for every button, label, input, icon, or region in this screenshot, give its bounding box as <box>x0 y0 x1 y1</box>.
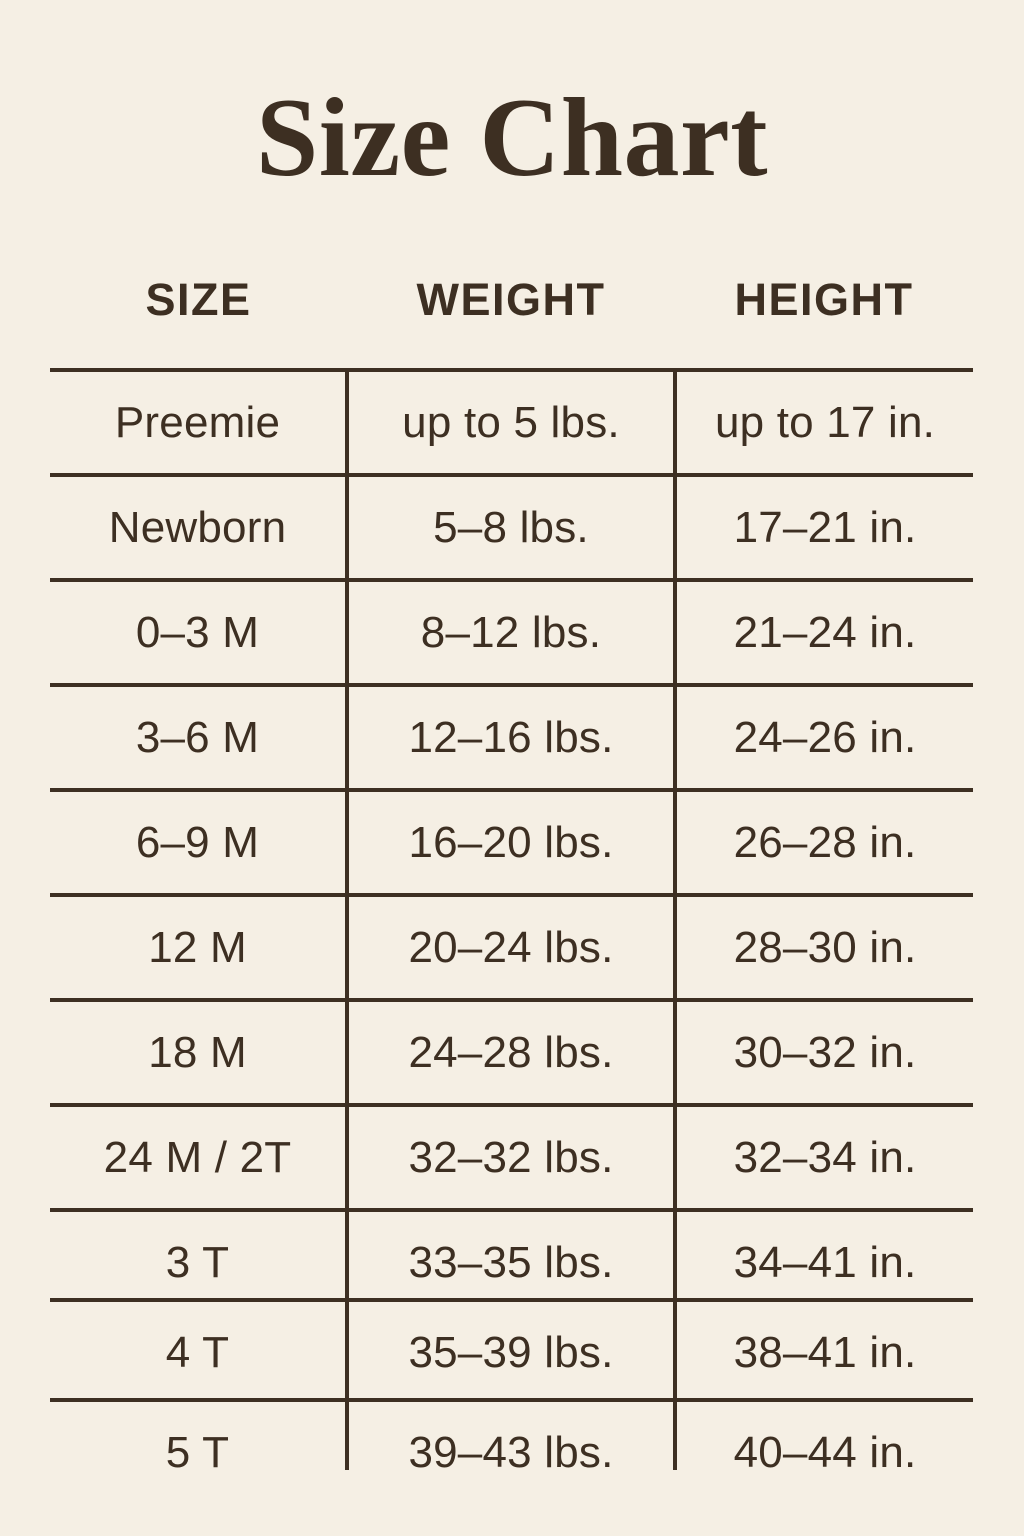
column-divider-2 <box>673 368 677 1470</box>
header-rule <box>50 368 973 372</box>
cell-weight: 32–32 lbs. <box>408 1133 614 1182</box>
cell-size: 3 T <box>165 1238 230 1287</box>
row-divider <box>50 788 973 792</box>
cell-height: 24–26 in. <box>733 713 917 762</box>
table-row: 3–6 M 12–16 lbs. 24–26 in. <box>50 687 973 788</box>
table-row: 18 M 24–28 lbs. 30–32 in. <box>50 1002 973 1103</box>
size-chart-table: SIZE WEIGHT HEIGHT Preemie up to 5 lbs. … <box>50 250 973 1490</box>
cell-size: 0–3 M <box>135 608 260 657</box>
cell-size: 18 M <box>148 1028 247 1077</box>
row-divider <box>50 998 973 1002</box>
row-divider <box>50 683 973 687</box>
table-row: 0–3 M 8–12 lbs. 21–24 in. <box>50 582 973 683</box>
cell-height: 32–34 in. <box>733 1133 917 1182</box>
cell-size: Preemie <box>114 398 281 447</box>
column-header-height: HEIGHT <box>734 274 914 325</box>
cell-height: 34–41 in. <box>733 1238 917 1287</box>
cell-weight: up to 5 lbs. <box>402 398 620 447</box>
table-header-row: SIZE WEIGHT HEIGHT <box>50 250 973 368</box>
cell-height: 38–41 in. <box>733 1328 917 1377</box>
cell-height: 28–30 in. <box>733 923 917 972</box>
cell-height: 17–21 in. <box>733 503 917 552</box>
cell-size: Newborn <box>108 503 287 552</box>
cell-height: 30–32 in. <box>733 1028 917 1077</box>
row-divider <box>50 473 973 477</box>
cell-size: 5 T <box>165 1428 230 1477</box>
cell-height: 26–28 in. <box>733 818 917 867</box>
cell-size: 4 T <box>165 1328 230 1377</box>
table-row: 24 M / 2T 32–32 lbs. 32–34 in. <box>50 1107 973 1208</box>
column-header-size: SIZE <box>145 274 252 325</box>
cell-height: 21–24 in. <box>733 608 917 657</box>
row-divider <box>50 1208 973 1212</box>
row-divider <box>50 1103 973 1107</box>
table-row: 6–9 M 16–20 lbs. 26–28 in. <box>50 792 973 893</box>
cell-weight: 16–20 lbs. <box>408 818 614 867</box>
table-row: 4 T 35–39 lbs. 38–41 in. <box>50 1302 973 1403</box>
table-row: 3 T 33–35 lbs. 34–41 in. <box>50 1212 973 1313</box>
column-divider-1 <box>345 368 349 1470</box>
cell-height: up to 17 in. <box>714 398 936 447</box>
cell-size: 24 M / 2T <box>103 1133 292 1182</box>
page-title: Size Chart <box>255 76 768 200</box>
cell-weight: 33–35 lbs. <box>408 1238 614 1287</box>
table-row: 5 T 39–43 lbs. 40–44 in. <box>50 1402 973 1503</box>
cell-size: 3–6 M <box>135 713 260 762</box>
row-divider <box>50 578 973 582</box>
row-divider <box>50 1298 973 1302</box>
cell-weight: 24–28 lbs. <box>408 1028 614 1077</box>
cell-weight: 35–39 lbs. <box>408 1328 614 1377</box>
row-divider <box>50 1398 973 1402</box>
cell-weight: 20–24 lbs. <box>408 923 614 972</box>
cell-size: 6–9 M <box>135 818 260 867</box>
row-divider <box>50 893 973 897</box>
cell-weight: 8–12 lbs. <box>420 608 602 657</box>
table-row: Newborn 5–8 lbs. 17–21 in. <box>50 477 973 578</box>
table-row: 12 M 20–24 lbs. 28–30 in. <box>50 897 973 998</box>
cell-size: 12 M <box>148 923 247 972</box>
column-header-weight: WEIGHT <box>416 274 606 325</box>
cell-weight: 12–16 lbs. <box>408 713 614 762</box>
cell-height: 40–44 in. <box>733 1428 917 1477</box>
table-row: Preemie up to 5 lbs. up to 17 in. <box>50 372 973 473</box>
cell-weight: 5–8 lbs. <box>433 503 589 552</box>
cell-weight: 39–43 lbs. <box>408 1428 614 1477</box>
